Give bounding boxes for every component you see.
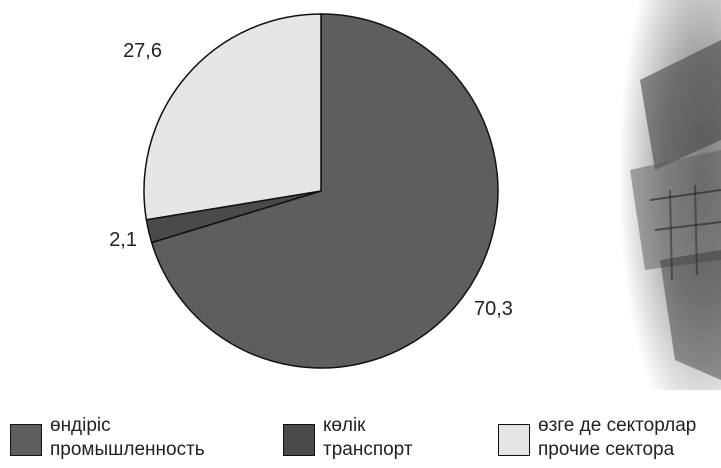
pie-slice-other xyxy=(143,13,322,221)
legend-label-other-ru: прочие сектора xyxy=(538,439,675,460)
legend-label-transport-kk: көлік xyxy=(323,415,366,436)
legend: өндіріс промышленность көлік транспорт ө… xyxy=(0,414,721,468)
legend-label-other-kk: өзге де секторлар xyxy=(538,415,697,436)
slice-label-industry: 70,3 xyxy=(474,298,513,320)
pie-labels: 70,3 2,1 27,6 xyxy=(109,40,513,320)
legend-label-transport: көлік транспорт xyxy=(323,414,413,462)
legend-swatch-transport xyxy=(283,424,315,456)
legend-label-other: өзге де секторлар прочие сектора xyxy=(538,414,696,462)
pie-slices xyxy=(143,13,499,369)
legend-swatch-industry xyxy=(10,424,42,456)
background-photo xyxy=(600,0,721,390)
slice-label-transport: 2,1 xyxy=(109,229,137,251)
legend-label-industry-kk: өндіріс xyxy=(50,415,111,436)
legend-label-industry: өндіріс промышленность xyxy=(50,414,205,462)
legend-label-industry-ru: промышленность xyxy=(50,439,205,460)
pie-slice-industry xyxy=(150,13,499,369)
slice-label-other: 27,6 xyxy=(123,40,162,62)
legend-swatch-other xyxy=(498,424,530,456)
legend-label-transport-ru: транспорт xyxy=(323,439,413,460)
